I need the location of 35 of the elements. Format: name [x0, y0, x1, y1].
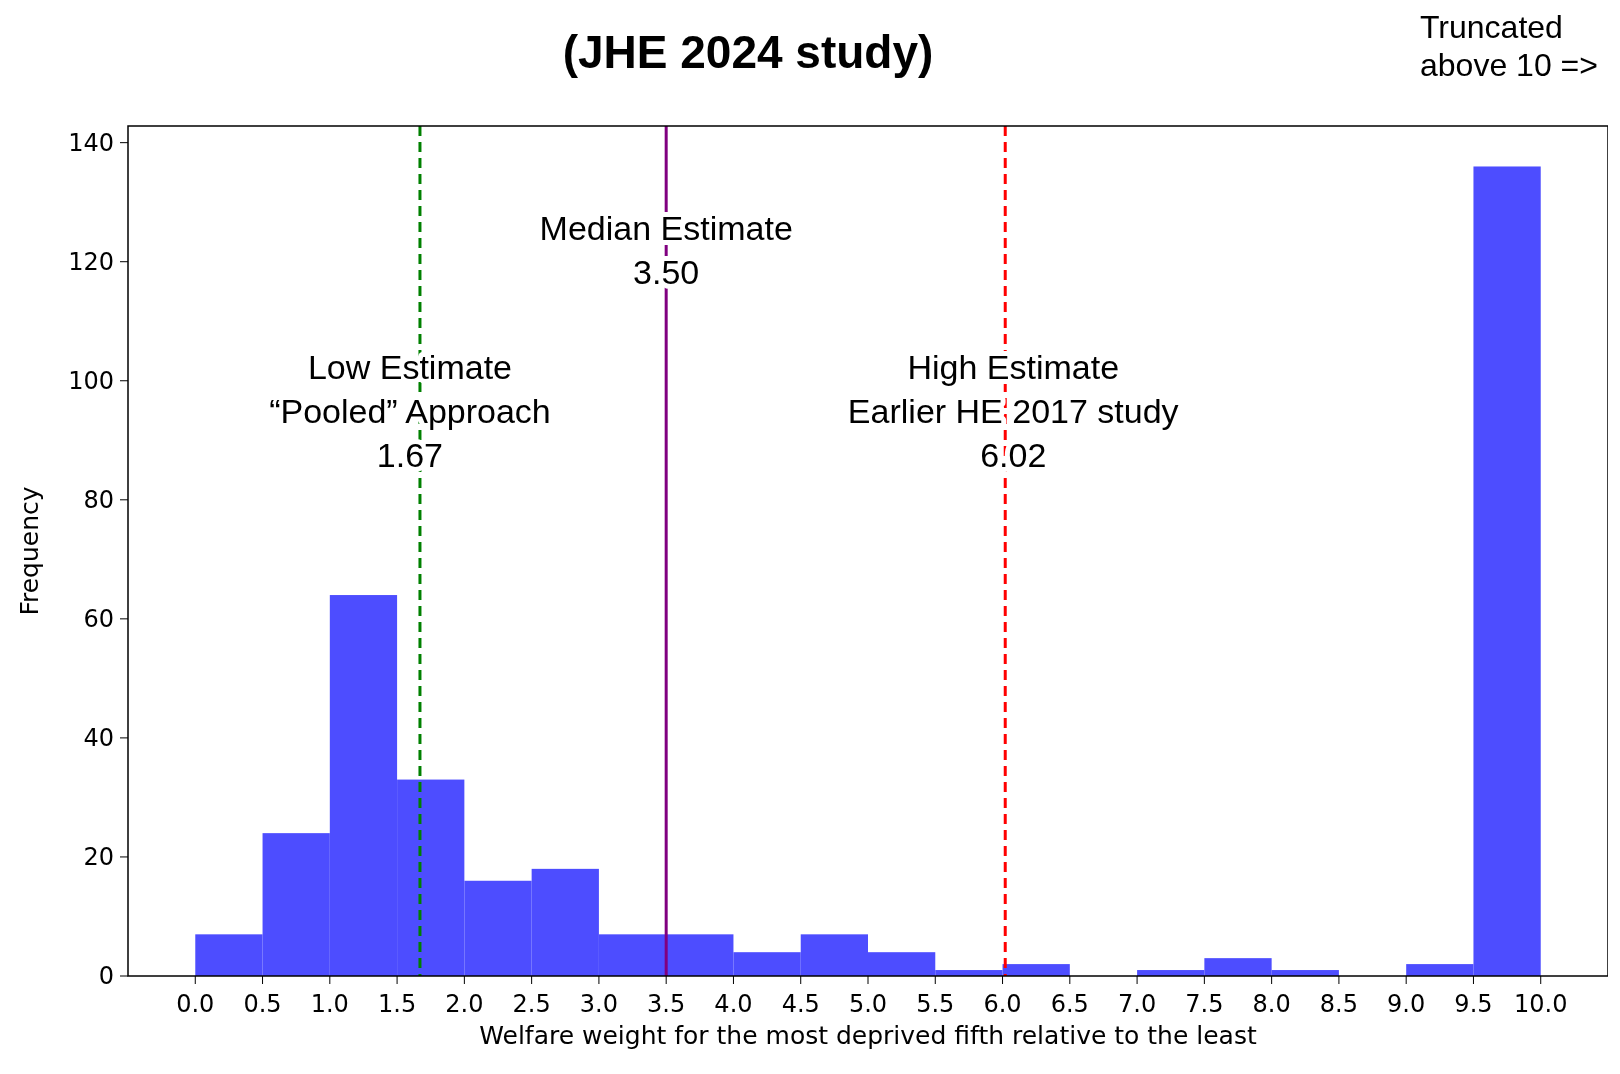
- x-tick-label: 3.0: [579, 990, 618, 1018]
- x-tick-label: 0.5: [243, 990, 282, 1018]
- ref-line-label: Low Estimate “Pooled” Approach 1.67: [269, 347, 551, 474]
- y-tick-label: 120: [68, 247, 114, 276]
- chart-title: (JHE 2024 study): [562, 26, 934, 78]
- x-tick-label: 0.0: [176, 990, 215, 1018]
- y-tick-label: 100: [68, 366, 114, 395]
- y-tick-label: 0: [98, 962, 114, 990]
- text: Truncated above 10 =>: [1420, 9, 1598, 83]
- x-tick-label: 4.5: [781, 990, 820, 1018]
- x-tick-label: 10.0: [1514, 990, 1568, 1018]
- x-tick-label: 2.5: [512, 990, 551, 1018]
- ref-line-label: High Estimate Earlier HE 2017 study 6.02: [847, 347, 1179, 474]
- x-tick-label: 5.5: [916, 990, 955, 1018]
- y-axis-title: Frequency: [15, 486, 44, 616]
- x-tick-label: 7.5: [1185, 990, 1224, 1018]
- x-tick-label: 2.0: [445, 990, 484, 1018]
- y-tick-label: 20: [83, 842, 114, 871]
- y-tick-label: 40: [83, 723, 114, 752]
- x-tick-label: 9.0: [1387, 990, 1426, 1018]
- x-tick-label: 5.0: [848, 990, 888, 1018]
- x-tick-label: 1.0: [310, 990, 349, 1018]
- x-tick-label: 7.0: [1118, 990, 1157, 1018]
- x-tick-label: 8.0: [1252, 990, 1291, 1018]
- x-tick-label: 1.5: [378, 990, 417, 1018]
- x-tick-label: 4.0: [714, 990, 753, 1018]
- x-tick-label: 3.5: [647, 990, 686, 1018]
- x-tick-label: 8.5: [1319, 990, 1358, 1018]
- x-tick-label: 9.5: [1454, 990, 1493, 1018]
- x-tick-label: 6.5: [1050, 990, 1089, 1018]
- x-axis-title: Welfare weight for the most deprived fifth relative to the least: [479, 1021, 1257, 1050]
- x-tick-label: 6.0: [983, 990, 1022, 1018]
- y-tick-label: 140: [68, 128, 114, 157]
- y-tick-label: 80: [83, 485, 114, 514]
- y-tick-label: 60: [83, 604, 114, 633]
